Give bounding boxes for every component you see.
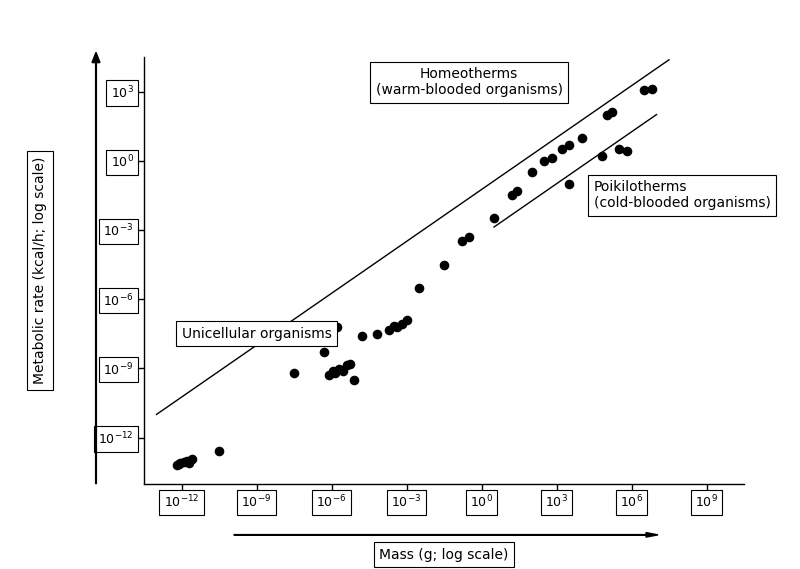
Point [545,154,558,163]
Point [390,322,403,331]
Point [605,108,618,117]
Point [347,376,360,385]
Point [178,457,190,466]
Point [562,140,575,149]
Text: Unicellular organisms: Unicellular organisms [182,327,331,341]
Point [180,456,193,465]
Point [600,110,613,119]
Point [462,232,475,241]
Point [455,237,468,246]
Point [387,321,400,330]
Point [318,348,330,357]
Point [340,360,353,369]
Text: Mass (g; log scale): Mass (g; log scale) [379,548,509,562]
Text: Poikilotherms
(cold-blooded organisms): Poikilotherms (cold-blooded organisms) [594,180,771,211]
Point [288,368,301,377]
Point [575,133,588,142]
Point [382,325,395,335]
Point [330,322,343,331]
Point [538,156,550,165]
Point [322,370,335,380]
Point [185,455,198,464]
Point [174,459,186,468]
Point [620,147,633,156]
Point [336,366,349,375]
Point [370,329,383,338]
Point [613,145,626,154]
Text: Metabolic rate (kcal/h; log scale): Metabolic rate (kcal/h; log scale) [33,156,47,384]
Point [562,179,575,188]
Point [488,214,501,223]
Point [326,366,339,375]
Point [395,320,408,329]
Text: Homeotherms
(warm-blooded organisms): Homeotherms (warm-blooded organisms) [375,67,562,97]
Point [355,332,368,341]
Point [333,365,346,374]
Point [645,85,658,94]
Point [400,315,413,324]
Point [595,151,608,160]
Point [170,461,183,470]
Point [525,168,538,177]
Point [182,459,195,468]
Point [344,359,357,368]
Point [329,368,342,377]
Point [505,191,518,200]
Point [173,460,186,469]
Point [213,447,226,456]
Point [438,260,450,269]
Point [313,336,326,345]
Point [413,283,426,292]
Point [555,145,568,154]
Point [638,86,650,95]
Point [510,186,523,195]
